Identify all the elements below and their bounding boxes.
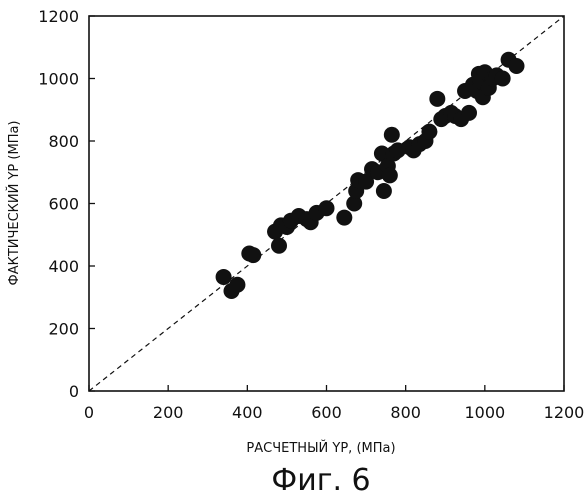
x-axis-label: РАСЧЕТНЫЙ YP, (МПа) (246, 440, 395, 456)
y-tick-label: 800 (48, 132, 79, 151)
x-tick-label: 600 (311, 403, 342, 422)
data-point (336, 210, 352, 226)
data-point (319, 200, 335, 216)
data-point (271, 238, 287, 254)
y-tick-label: 0 (69, 382, 79, 401)
x-tick-label: 400 (232, 403, 263, 422)
y-axis-ticks: 0 200 400 600 800 1000 1200 (38, 7, 95, 401)
figure-caption: Фиг. 6 (271, 463, 370, 498)
y-axis-label: ФАКТИЧЕСКИЙ YP (МПа) (6, 120, 22, 285)
y-tick-label: 600 (48, 195, 79, 214)
y-tick-label: 1000 (38, 70, 79, 89)
data-point (229, 277, 245, 293)
data-point (376, 183, 392, 199)
x-tick-label: 200 (153, 403, 184, 422)
y-tick-label: 400 (48, 257, 79, 276)
x-tick-label: 800 (390, 403, 421, 422)
x-tick-label: 0 (84, 403, 94, 422)
x-tick-label: 1200 (544, 403, 584, 422)
data-point (245, 247, 261, 263)
data-points (216, 52, 525, 299)
data-point (382, 167, 398, 183)
data-point (509, 58, 525, 74)
data-point (495, 71, 511, 87)
data-point (216, 269, 232, 285)
data-point (421, 124, 437, 140)
data-point (429, 91, 445, 107)
x-tick-label: 1000 (464, 403, 505, 422)
data-point (384, 127, 400, 143)
y-tick-label: 200 (48, 320, 79, 339)
data-point (461, 105, 477, 121)
y-tick-label: 1200 (38, 7, 79, 26)
